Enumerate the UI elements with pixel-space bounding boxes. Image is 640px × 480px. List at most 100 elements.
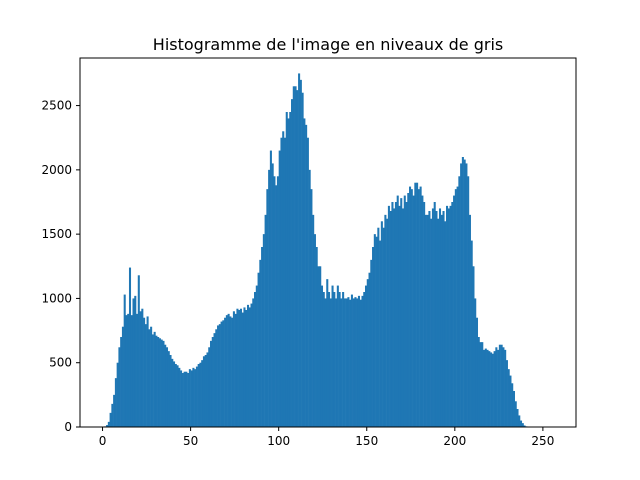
histogram-bar <box>250 303 253 427</box>
histogram-bar <box>507 369 510 427</box>
histogram-bar <box>268 169 271 428</box>
histogram-bar <box>338 292 341 427</box>
histogram-bar <box>151 334 154 427</box>
histogram-bar <box>484 348 487 427</box>
y-tick-label: 1000 <box>41 291 72 305</box>
histogram-bar <box>349 299 352 427</box>
histogram-bar <box>225 315 228 427</box>
histogram-bar <box>202 356 205 427</box>
histogram-bar <box>150 326 153 427</box>
histogram-bar <box>241 312 244 427</box>
histogram-bar <box>192 367 195 427</box>
histogram-bar <box>350 294 353 427</box>
histogram-bar <box>421 195 424 427</box>
histogram-bar <box>298 73 301 428</box>
histogram-bar <box>460 163 463 427</box>
histogram-bar <box>299 79 302 428</box>
histogram-bar <box>456 186 459 427</box>
histogram-bar <box>438 208 442 427</box>
histogram-bar <box>384 214 387 427</box>
y-tick-label: 2500 <box>41 99 72 113</box>
histogram-bar <box>127 313 130 427</box>
histogram-bar <box>356 298 359 427</box>
histogram-bar <box>343 298 346 427</box>
histogram-bar <box>294 86 297 427</box>
histogram-bar <box>120 337 123 427</box>
histogram-bar <box>319 266 322 427</box>
histogram-bar <box>136 313 139 427</box>
histogram-bar <box>424 214 427 427</box>
histogram-bar <box>504 349 507 427</box>
histogram-bar <box>308 169 311 428</box>
histogram-bar <box>417 189 420 427</box>
histogram-bar <box>414 182 417 427</box>
histogram-bar <box>273 176 276 427</box>
histogram-bar <box>199 362 202 427</box>
histogram-bar <box>106 425 109 427</box>
histogram-bar <box>143 317 146 427</box>
histogram-bar <box>372 247 375 427</box>
histogram-bar <box>320 285 324 427</box>
histogram-bar <box>322 292 325 427</box>
histogram-bar <box>114 378 117 427</box>
histogram-bar <box>301 92 304 428</box>
histogram-bar <box>391 202 394 427</box>
x-tick-label: 100 <box>267 434 290 448</box>
histogram-bar <box>141 308 144 427</box>
histogram-bar <box>185 371 188 427</box>
histogram-bar <box>514 401 517 427</box>
histogram-bar <box>204 355 207 427</box>
histogram-bar <box>174 364 177 427</box>
histogram-bar <box>380 221 383 427</box>
histogram-bar <box>410 189 413 427</box>
histogram-bar <box>261 247 264 427</box>
histogram-bars <box>104 73 530 428</box>
histogram-bar <box>486 349 489 427</box>
histogram-bar <box>285 112 288 427</box>
histogram-bar <box>328 292 331 427</box>
histogram-bar <box>137 275 140 427</box>
histogram-bar <box>342 292 345 427</box>
y-tick-label: 2000 <box>41 163 72 177</box>
histogram-bar <box>169 355 172 427</box>
histogram-bar <box>516 409 519 427</box>
histogram-bar <box>493 351 496 427</box>
histogram-bar <box>180 370 183 427</box>
histogram-bar <box>431 208 434 427</box>
histogram-bar <box>470 240 473 427</box>
histogram-bar <box>305 124 308 428</box>
histogram-bar <box>409 186 412 427</box>
histogram-bar <box>497 349 500 427</box>
histogram-bar <box>364 285 368 427</box>
histogram-bar <box>148 329 151 427</box>
histogram-bar <box>255 285 258 427</box>
histogram-bar <box>197 364 200 427</box>
histogram-bar <box>283 137 287 427</box>
histogram-bar <box>252 298 255 427</box>
histogram-bar <box>336 285 339 427</box>
y-axis: 0 500 1000 1500 2000 2500 <box>41 99 80 434</box>
histogram-bar <box>461 157 464 427</box>
histogram-bar <box>206 352 209 427</box>
histogram-bar <box>125 315 128 427</box>
y-tick-label: 0 <box>64 420 72 434</box>
histogram-bar <box>465 163 468 427</box>
histogram-bar <box>313 234 316 427</box>
x-tick-label: 250 <box>531 434 554 448</box>
histogram-bar <box>382 227 385 427</box>
histogram-bar <box>165 347 169 427</box>
histogram-bar <box>479 342 482 427</box>
histogram-bar <box>111 403 114 427</box>
histogram-bar <box>347 297 350 427</box>
histogram-bar <box>201 360 204 427</box>
histogram-bar <box>215 329 218 427</box>
histogram-bar <box>437 218 440 427</box>
histogram-bar <box>187 373 190 427</box>
histogram-bar <box>458 176 461 427</box>
plot-frame <box>79 57 577 428</box>
histogram-bar <box>220 321 223 427</box>
histogram-bar <box>153 331 156 427</box>
histogram-bar <box>130 315 133 427</box>
histogram-bar <box>162 340 165 427</box>
histogram-bar <box>160 339 163 427</box>
